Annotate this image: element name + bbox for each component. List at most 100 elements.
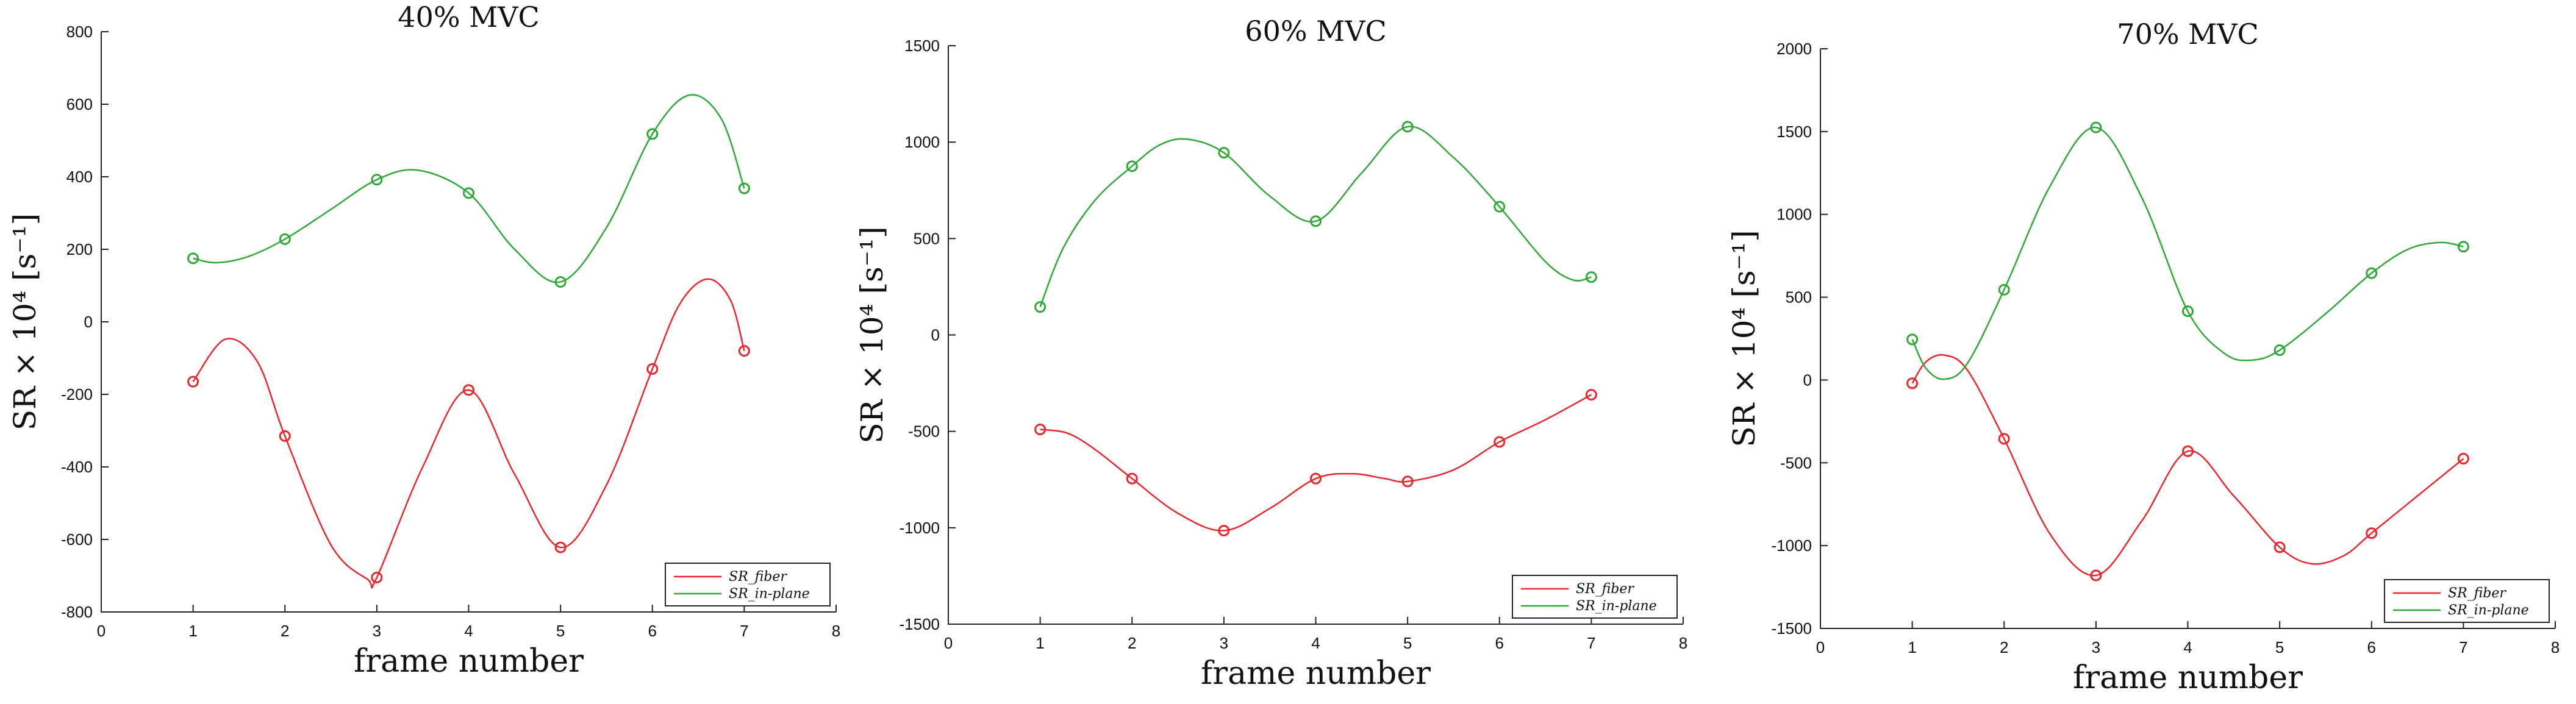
data-point-in-plane bbox=[2274, 344, 2286, 357]
data-point-in-plane bbox=[1310, 215, 1322, 227]
series-line-in-plane bbox=[1911, 126, 2464, 380]
x-tick-label: 0 bbox=[1816, 638, 1825, 656]
data-point-fiber bbox=[646, 363, 659, 375]
series-line-fiber bbox=[192, 278, 745, 589]
data-point-fiber bbox=[1034, 424, 1046, 436]
y-tick-label: 1500 bbox=[904, 37, 940, 55]
legend-label-fiber: SR_fiber bbox=[1576, 581, 1634, 597]
chart-panel-1: 0 1 2 3 4 5 6 7 8 -800 -600 -400 -200 0 200 400 600 800 40… bbox=[7, 1, 840, 680]
x-tick-label: 6 bbox=[648, 622, 657, 640]
legend-box bbox=[2384, 579, 2550, 623]
data-point-fiber bbox=[1906, 377, 1919, 389]
y-tick-label: 0 bbox=[931, 326, 940, 344]
y-tick-label: 0 bbox=[84, 313, 93, 331]
x-tick-label: 7 bbox=[1587, 634, 1595, 652]
x-tick-label: 6 bbox=[1495, 634, 1504, 652]
data-point-in-plane bbox=[2457, 241, 2469, 253]
data-point-in-plane bbox=[1998, 283, 2010, 296]
y-tick-label: 1500 bbox=[1776, 123, 1812, 141]
data-point-fiber bbox=[1401, 475, 1414, 488]
data-point-fiber bbox=[2457, 452, 2469, 464]
legend-box bbox=[1512, 575, 1678, 619]
x-tick-label: 1 bbox=[188, 622, 197, 640]
y-tick-label: -800 bbox=[61, 603, 93, 621]
data-point-fiber bbox=[463, 384, 474, 396]
data-point-in-plane bbox=[1401, 121, 1414, 133]
chart-title: 40% MVC bbox=[398, 1, 539, 34]
data-point-in-plane bbox=[1034, 301, 1046, 313]
x-tick-label: 3 bbox=[2092, 638, 2100, 656]
data-point-fiber bbox=[2090, 569, 2102, 581]
y-tick-label: 1000 bbox=[1776, 205, 1812, 224]
y-tick-label: 800 bbox=[66, 23, 93, 41]
y-tick-label: 1000 bbox=[904, 133, 940, 151]
data-point-fiber bbox=[2182, 445, 2194, 457]
chart-title: 60% MVC bbox=[1245, 15, 1386, 48]
data-point-fiber bbox=[1998, 433, 2010, 445]
x-tick-label: 4 bbox=[464, 622, 473, 640]
x-tick-label: 6 bbox=[2367, 638, 2376, 656]
x-tick-label: 3 bbox=[373, 622, 381, 640]
data-point-fiber bbox=[279, 430, 291, 442]
x-tick-label: 8 bbox=[1679, 634, 1687, 652]
legend: SR_fiber SR_in-plane bbox=[1512, 575, 1678, 619]
y-tick-label: 500 bbox=[914, 229, 940, 247]
data-point-in-plane bbox=[371, 174, 383, 186]
data-point-in-plane bbox=[554, 276, 567, 288]
x-tick-label: 7 bbox=[2459, 638, 2467, 656]
x-tick-label: 2 bbox=[1128, 634, 1136, 652]
data-point-fiber bbox=[738, 345, 750, 357]
data-point-in-plane bbox=[1218, 147, 1230, 159]
chart-title: 70% MVC bbox=[2117, 18, 2258, 51]
y-tick-label: 500 bbox=[1786, 288, 1812, 307]
x-tick-label: 4 bbox=[1311, 634, 1320, 652]
y-tick-label: 200 bbox=[66, 240, 93, 258]
data-point-fiber bbox=[554, 541, 567, 553]
legend-label-in-plane: SR_in-plane bbox=[729, 586, 810, 602]
y-tick-label: 400 bbox=[66, 168, 93, 186]
y-tick-label: 0 bbox=[1803, 371, 1812, 389]
x-tick-label: 0 bbox=[97, 622, 106, 640]
series-line-in-plane bbox=[193, 94, 745, 283]
data-point-in-plane bbox=[646, 128, 659, 140]
y-tick-label: 2000 bbox=[1776, 40, 1812, 58]
series-line-fiber bbox=[1911, 354, 2464, 577]
x-tick-label: 1 bbox=[1036, 634, 1044, 652]
x-tick-label: 5 bbox=[1403, 634, 1412, 652]
y-tick-label: -400 bbox=[61, 458, 93, 476]
x-tick-label: 8 bbox=[2551, 638, 2560, 656]
data-point-in-plane bbox=[1585, 271, 1597, 283]
legend-label-in-plane: SR_in-plane bbox=[2448, 603, 2529, 618]
y-axis-label: SR × 10⁴ [s⁻¹] bbox=[7, 213, 43, 430]
axes-frame bbox=[948, 46, 1683, 625]
data-point-in-plane bbox=[738, 182, 750, 194]
data-point-fiber bbox=[1310, 472, 1322, 485]
legend-label-in-plane: SR_in-plane bbox=[1576, 599, 1657, 614]
legend-label-fiber: SR_fiber bbox=[729, 569, 787, 585]
y-tick-label: -200 bbox=[61, 385, 93, 404]
y-tick-label: -500 bbox=[908, 422, 940, 441]
data-point-in-plane bbox=[2366, 267, 2378, 279]
axes-frame bbox=[1820, 49, 2555, 629]
data-point-in-plane bbox=[463, 187, 474, 199]
data-point-in-plane bbox=[279, 233, 291, 245]
y-tick-label: -1000 bbox=[900, 519, 940, 537]
data-point-fiber bbox=[2274, 541, 2286, 553]
y-axis-label: SR × 10⁴ [s⁻¹] bbox=[854, 226, 890, 443]
data-point-in-plane bbox=[2090, 121, 2102, 133]
chart-panel-2: 0 1 2 3 4 5 6 7 8 -1500 -1000 -500 0 500 1000 1500 60% M… bbox=[854, 15, 1687, 692]
data-point-fiber bbox=[1494, 436, 1506, 448]
x-axis-label: frame number bbox=[2073, 660, 2303, 696]
x-tick-label: 1 bbox=[1908, 638, 1916, 656]
y-axis-label: SR × 10⁴ [s⁻¹] bbox=[1726, 230, 1762, 447]
data-point-fiber bbox=[1585, 389, 1597, 401]
y-tick-label: -1500 bbox=[1772, 619, 1812, 638]
x-tick-label: 5 bbox=[556, 622, 565, 640]
series-line-fiber bbox=[1040, 394, 1592, 532]
legend-box bbox=[665, 563, 831, 606]
data-point-fiber bbox=[2366, 527, 2378, 539]
data-point-fiber bbox=[371, 571, 383, 583]
